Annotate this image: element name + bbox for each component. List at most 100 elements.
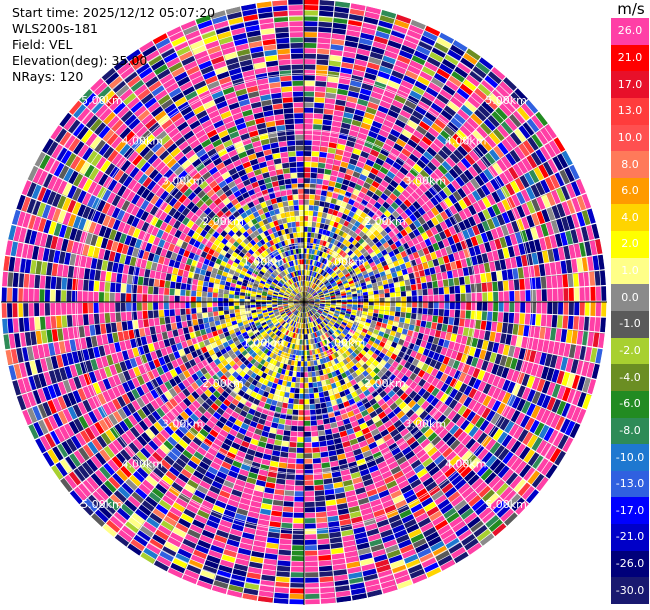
velocity-gate <box>540 409 551 424</box>
velocity-gate <box>304 377 309 383</box>
velocity-gate <box>312 376 317 383</box>
velocity-gate <box>577 392 587 408</box>
velocity-gate <box>332 563 347 571</box>
velocity-gate <box>458 199 468 210</box>
velocity-gate <box>395 291 401 297</box>
velocity-gate <box>398 338 405 346</box>
velocity-gate <box>533 167 544 181</box>
velocity-gate <box>349 329 355 334</box>
velocity-gate <box>498 291 504 302</box>
velocity-gate <box>561 185 571 201</box>
velocity-gate <box>2 318 8 334</box>
velocity-gate <box>313 294 318 297</box>
velocity-gate <box>384 370 392 378</box>
velocity-gate <box>473 265 480 275</box>
velocity-gate <box>329 203 336 210</box>
velocity-gate <box>315 189 322 195</box>
velocity-gate <box>337 327 343 333</box>
velocity-gate <box>525 362 534 375</box>
velocity-gate <box>363 295 369 299</box>
velocity-gate <box>422 308 428 315</box>
velocity-gate <box>334 182 342 189</box>
velocity-gate <box>484 330 491 341</box>
velocity-gate <box>318 435 326 442</box>
velocity-gate <box>556 187 566 202</box>
velocity-gate <box>491 321 498 332</box>
velocity-gate <box>330 198 337 205</box>
velocity-gate <box>365 333 371 340</box>
velocity-gate <box>505 258 512 269</box>
velocity-gate <box>374 302 380 306</box>
velocity-gate <box>432 242 440 251</box>
velocity-gate <box>434 118 446 129</box>
velocity-gate <box>308 281 311 287</box>
velocity-gate <box>345 215 352 223</box>
velocity-gate <box>468 247 476 257</box>
velocity-gate <box>376 252 383 259</box>
velocity-gate <box>412 251 420 259</box>
velocity-gate <box>338 78 351 85</box>
velocity-gate <box>497 281 504 291</box>
velocity-gate <box>431 47 446 58</box>
velocity-gate <box>308 270 311 276</box>
velocity-gate <box>164 316 171 324</box>
velocity-gate <box>430 343 438 352</box>
velocity-gate <box>412 302 417 308</box>
velocity-gate <box>358 254 365 261</box>
velocity-gate <box>417 295 423 302</box>
velocity-gate <box>321 252 326 258</box>
velocity-gate <box>484 351 492 362</box>
velocity-gate <box>322 311 328 316</box>
velocity-gate <box>308 296 313 300</box>
velocity-gate <box>551 275 558 288</box>
velocity-gate <box>360 199 369 207</box>
velocity-gate <box>383 343 391 350</box>
velocity-gate <box>439 89 453 100</box>
velocity-gate <box>385 45 400 55</box>
velocity-gate <box>493 445 505 458</box>
velocity-gate <box>379 237 387 245</box>
velocity-gate <box>379 271 386 277</box>
velocity-gate <box>432 182 442 193</box>
velocity-gate <box>404 124 415 134</box>
velocity-gate <box>331 399 338 406</box>
velocity-gate <box>415 352 423 361</box>
velocity-gate <box>325 163 333 170</box>
velocity-gate <box>502 451 514 465</box>
velocity-gate <box>365 230 373 237</box>
velocity-gate <box>304 0 319 5</box>
velocity-gate <box>481 360 489 371</box>
velocity-gate <box>120 312 127 322</box>
velocity-gate <box>344 173 352 181</box>
velocity-gate <box>477 211 486 222</box>
velocity-gate <box>595 239 603 255</box>
velocity-gate <box>342 196 350 203</box>
velocity-gate <box>592 332 600 348</box>
velocity-gate <box>501 121 514 135</box>
velocity-gate <box>473 245 481 256</box>
velocity-gate <box>317 256 321 262</box>
velocity-gate <box>545 464 558 479</box>
velocity-gate <box>427 350 435 359</box>
velocity-gate <box>390 201 399 210</box>
velocity-gate <box>535 181 546 196</box>
velocity-gate <box>325 297 331 300</box>
velocity-gate <box>437 164 448 175</box>
velocity-gate <box>341 122 351 130</box>
velocity-gate <box>336 305 342 308</box>
velocity-gate <box>387 358 395 365</box>
velocity-gate <box>77 314 84 326</box>
velocity-gate <box>517 429 529 443</box>
velocity-gate <box>412 110 424 120</box>
velocity-gate <box>94 324 101 335</box>
velocity-gate <box>462 267 469 276</box>
velocity-gate <box>354 242 361 249</box>
velocity-gate <box>381 323 387 329</box>
velocity-gate <box>304 464 313 470</box>
velocity-gate <box>304 194 310 200</box>
velocity-gate <box>295 480 304 486</box>
velocity-gate <box>476 254 484 265</box>
velocity-gate <box>327 286 333 290</box>
velocity-gate <box>323 271 328 277</box>
velocity-gate <box>385 302 390 307</box>
